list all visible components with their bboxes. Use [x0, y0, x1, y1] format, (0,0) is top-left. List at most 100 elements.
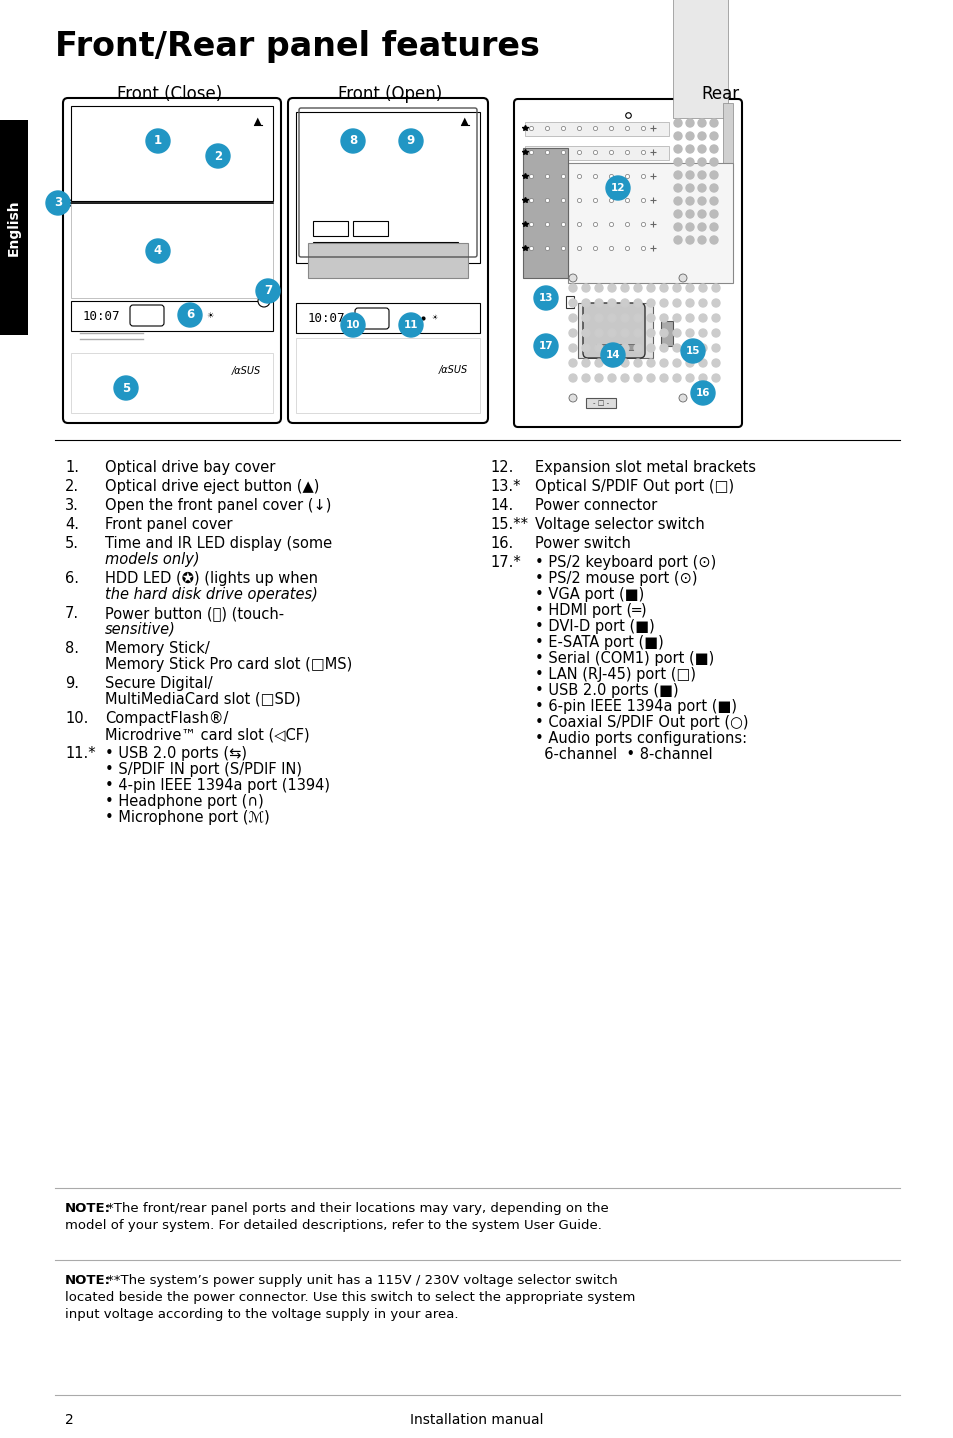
Bar	[596, 344, 605, 349]
Circle shape	[634, 299, 641, 306]
Text: ☀: ☀	[206, 312, 213, 321]
Text: Power connector: Power connector	[535, 498, 657, 513]
Text: 3: 3	[54, 197, 62, 210]
Circle shape	[711, 329, 720, 336]
Circle shape	[620, 360, 628, 367]
FancyBboxPatch shape	[582, 303, 644, 358]
Circle shape	[685, 299, 693, 306]
Circle shape	[709, 236, 718, 244]
Circle shape	[568, 299, 577, 306]
Circle shape	[673, 236, 681, 244]
Circle shape	[685, 344, 693, 352]
Circle shape	[685, 197, 693, 206]
Circle shape	[659, 299, 667, 306]
Circle shape	[672, 313, 680, 322]
Bar	[524, 147, 668, 160]
Text: located beside the power connector. Use this switch to select the appropriate sy: located beside the power connector. Use …	[65, 1291, 635, 1304]
Text: • Microphone port (ℳ): • Microphone port (ℳ)	[105, 810, 270, 825]
Bar	[71, 301, 273, 331]
Text: • PS/2 mouse port (⊙): • PS/2 mouse port (⊙)	[535, 571, 697, 587]
Text: - □ -: - □ -	[593, 400, 608, 406]
Text: 7.: 7.	[65, 605, 79, 621]
Circle shape	[607, 283, 616, 292]
Circle shape	[711, 360, 720, 367]
Text: 14: 14	[605, 349, 619, 360]
Text: 1.: 1.	[65, 460, 79, 475]
Circle shape	[685, 223, 693, 232]
Text: 8: 8	[349, 135, 356, 148]
Text: • VGA port (■): • VGA port (■)	[535, 587, 643, 603]
Circle shape	[398, 129, 422, 152]
Text: 3.: 3.	[65, 498, 79, 513]
Circle shape	[672, 283, 680, 292]
Circle shape	[620, 344, 628, 352]
Text: 16: 16	[695, 388, 709, 398]
Bar	[524, 219, 668, 232]
Circle shape	[673, 210, 681, 219]
Circle shape	[581, 329, 589, 336]
FancyBboxPatch shape	[130, 305, 164, 326]
Bar	[660, 321, 672, 347]
Circle shape	[646, 360, 655, 367]
Text: • 4-pin IEEE 1394a port (1394): • 4-pin IEEE 1394a port (1394)	[105, 778, 330, 792]
Bar	[565, 296, 574, 308]
Circle shape	[659, 374, 667, 383]
Circle shape	[605, 175, 629, 200]
Circle shape	[685, 329, 693, 336]
Text: 10:07: 10:07	[308, 312, 345, 325]
Text: Optical drive eject button (▲): Optical drive eject button (▲)	[105, 479, 319, 495]
Circle shape	[673, 197, 681, 206]
Circle shape	[659, 313, 667, 322]
Bar	[524, 122, 668, 137]
Circle shape	[595, 313, 602, 322]
Bar	[71, 106, 273, 201]
Bar	[308, 243, 468, 278]
Text: 4: 4	[153, 244, 162, 257]
Text: 7: 7	[264, 285, 272, 298]
Text: ▲: ▲	[254, 116, 261, 127]
Text: Front panel cover: Front panel cover	[105, 518, 233, 532]
Circle shape	[699, 313, 706, 322]
Circle shape	[709, 145, 718, 152]
Circle shape	[634, 329, 641, 336]
Text: 9.: 9.	[65, 676, 79, 692]
Circle shape	[672, 360, 680, 367]
Circle shape	[709, 223, 718, 232]
Circle shape	[568, 374, 577, 383]
Bar	[522, 148, 567, 278]
Circle shape	[581, 344, 589, 352]
Circle shape	[255, 279, 280, 303]
Circle shape	[568, 275, 577, 282]
Circle shape	[698, 119, 705, 127]
Circle shape	[646, 283, 655, 292]
Circle shape	[698, 197, 705, 206]
Circle shape	[568, 313, 577, 322]
Circle shape	[698, 210, 705, 219]
Text: input voltage according to the voltage supply in your area.: input voltage according to the voltage s…	[65, 1309, 458, 1322]
Bar	[295, 303, 479, 334]
Circle shape	[673, 132, 681, 139]
Text: 2.: 2.	[65, 479, 79, 495]
Circle shape	[634, 283, 641, 292]
Text: 5.: 5.	[65, 536, 79, 551]
Text: • S/PDIF IN port (S/PDIF IN): • S/PDIF IN port (S/PDIF IN)	[105, 762, 302, 777]
Text: /αSUS: /αSUS	[438, 365, 468, 375]
Bar	[524, 194, 668, 209]
Circle shape	[698, 171, 705, 178]
Circle shape	[679, 394, 686, 403]
Circle shape	[146, 239, 170, 263]
Text: • E-SATA port (■): • E-SATA port (■)	[535, 636, 663, 650]
Circle shape	[685, 210, 693, 219]
Circle shape	[698, 132, 705, 139]
Text: • USB 2.0 ports (⇆): • USB 2.0 ports (⇆)	[105, 746, 247, 761]
Circle shape	[607, 374, 616, 383]
Text: Front/Rear panel features: Front/Rear panel features	[55, 30, 539, 63]
Circle shape	[673, 158, 681, 165]
Circle shape	[607, 360, 616, 367]
Text: NOTE:: NOTE:	[65, 1202, 111, 1215]
Circle shape	[673, 184, 681, 193]
Bar	[313, 242, 457, 256]
Circle shape	[709, 158, 718, 165]
Circle shape	[709, 171, 718, 178]
Circle shape	[607, 299, 616, 306]
